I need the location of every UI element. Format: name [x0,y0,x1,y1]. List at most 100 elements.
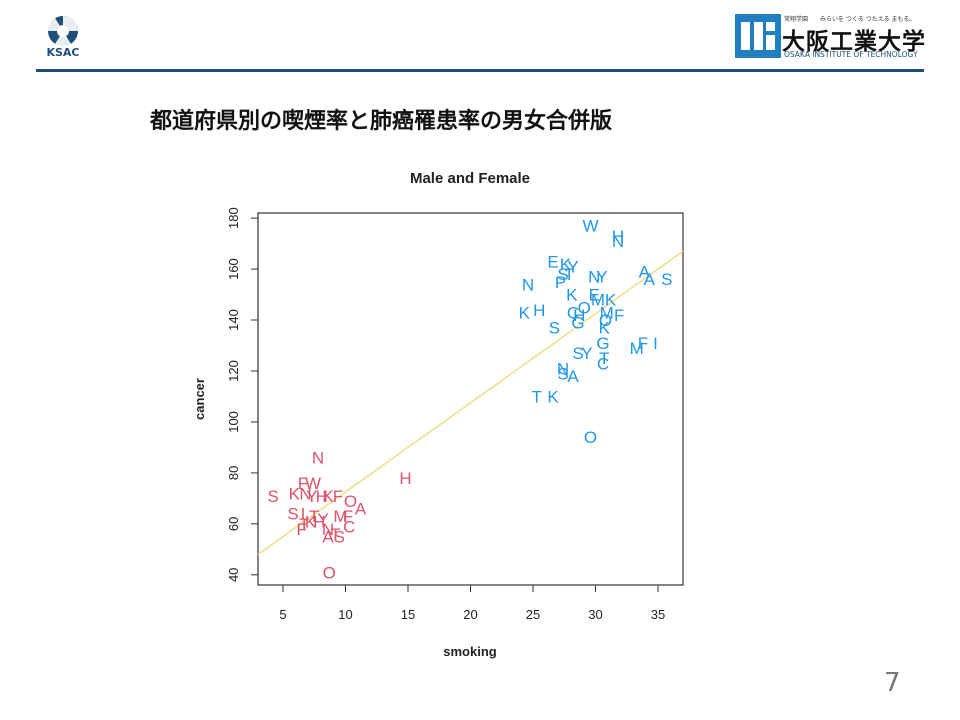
oit-tagline: 常翔学園 みらいを つくる つたえる まもる。 [784,16,916,23]
point-male: K [566,286,578,305]
fit-line [257,250,684,556]
point-female: S [334,528,345,547]
point-male: A [639,263,651,282]
point-male: C [597,354,609,373]
y-tick-label: 160 [226,258,241,280]
point-male: O [578,298,591,317]
point-male: G [571,314,584,333]
point-female: N [312,449,324,468]
point-male: Y [596,268,607,287]
point-male: M [630,339,644,358]
point-male: F [638,334,648,353]
point-male: E [589,286,600,305]
point-male: K [599,319,611,338]
point-male: A [567,367,579,386]
point-male: O [584,428,597,447]
point-male: M [600,303,614,322]
y-tick-label: 180 [226,207,241,229]
point-male: P [555,273,566,292]
point-female: Y [306,487,317,506]
x-axis: 5 10 15 20 25 30 35 [279,585,665,622]
y-axis: 40 60 80 100 120 140 160 180 [226,207,258,582]
point-female: N [322,520,334,539]
slide-title: 都道府県別の喫煙率と肺癌罹患率の男女合併版 [150,109,613,134]
point-female: H [316,487,328,506]
point-male: S [661,270,672,289]
point-male: K [519,303,531,322]
y-tick-label: 40 [226,568,241,582]
x-axis-label: smoking [443,644,497,659]
point-male: K [560,255,572,274]
x-tick-label: 30 [588,607,602,622]
point-female: T [330,525,340,544]
point-male: K [605,291,617,310]
x-tick-label: 15 [401,607,415,622]
point-male: N [522,275,534,294]
x-tick-label: 35 [651,607,665,622]
point-male: N [612,232,624,251]
point-female: C [343,517,355,536]
fit-line-layer [257,250,684,556]
point-male: S [557,265,568,284]
point-female: A [355,500,367,519]
point-male: I [653,334,658,353]
point-male: C [567,303,579,322]
point-male: Y [567,258,578,277]
oit-logo-icon [735,14,781,58]
point-male: T [532,387,542,406]
point-male: S [549,319,560,338]
point-female: W [305,474,321,493]
point-male: T [564,265,574,284]
point-male: S [572,344,583,363]
point-female: T [299,515,309,534]
y-tick-label: 120 [226,360,241,382]
point-male: F [614,306,624,325]
chart-title: Male and Female [410,170,530,187]
point-male: K [547,387,559,406]
point-male: A [644,270,656,289]
point-male: E [547,252,558,271]
y-axis-label: cancer [192,378,207,420]
oit-english-name: OSAKA INSTITUTE OF TECHNOLOGY [784,50,918,59]
point-female: K [289,484,301,503]
point-female: N [299,484,311,503]
point-female: F [297,520,307,539]
y-tick-label: 80 [226,466,241,480]
point-male: Y [581,344,592,363]
y-tick-label: 60 [226,517,241,531]
x-tick-label: 5 [279,607,286,622]
point-male: M [591,291,605,310]
ksac-emblem-icon [47,16,78,47]
point-male: N [588,268,600,287]
point-female: H [313,512,325,531]
point-male: N [557,359,569,378]
point-male: H [573,306,585,325]
y-tick-label: 100 [226,411,241,433]
page-number: 7 [884,668,901,698]
point-male: O [599,311,612,330]
point-male: W [582,217,598,236]
point-female: F [333,487,343,506]
point-male: H [612,227,624,246]
point-female: O [323,563,336,582]
oit-name: 大阪工業大学 [782,29,926,55]
point-male: G [596,334,609,353]
x-tick-label: 20 [463,607,477,622]
point-female: T [309,507,319,526]
point-female: F [298,474,308,493]
y-tick-label: 140 [226,309,241,331]
point-female: K [322,487,334,506]
ksac-logo-text: KSAC [46,46,80,59]
point-female: K [305,512,317,531]
point-female: A [322,528,334,547]
point-female: S [267,487,278,506]
point-male: S [557,365,568,384]
point-female: H [399,469,411,488]
x-tick-label: 25 [526,607,540,622]
point-female: O [344,492,357,511]
point-female: I [301,505,306,524]
point-male: T [599,349,609,368]
point-female: M [333,507,347,526]
